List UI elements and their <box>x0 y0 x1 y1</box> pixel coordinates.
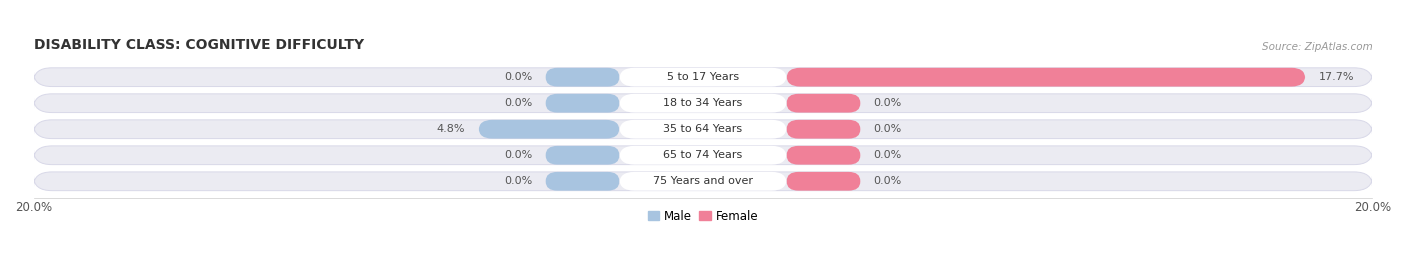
FancyBboxPatch shape <box>787 172 860 191</box>
FancyBboxPatch shape <box>619 68 787 87</box>
FancyBboxPatch shape <box>546 94 619 112</box>
Text: 35 to 64 Years: 35 to 64 Years <box>664 124 742 134</box>
Text: 0.0%: 0.0% <box>503 150 533 160</box>
FancyBboxPatch shape <box>546 172 619 191</box>
Text: Source: ZipAtlas.com: Source: ZipAtlas.com <box>1261 42 1372 52</box>
FancyBboxPatch shape <box>34 172 1372 191</box>
Text: 0.0%: 0.0% <box>873 150 903 160</box>
FancyBboxPatch shape <box>34 94 1372 112</box>
Text: 0.0%: 0.0% <box>503 72 533 82</box>
FancyBboxPatch shape <box>787 94 860 112</box>
Text: 4.8%: 4.8% <box>437 124 465 134</box>
FancyBboxPatch shape <box>787 120 860 139</box>
FancyBboxPatch shape <box>619 120 787 139</box>
FancyBboxPatch shape <box>787 68 1305 87</box>
Text: 75 Years and over: 75 Years and over <box>652 176 754 186</box>
Text: 0.0%: 0.0% <box>873 176 903 186</box>
Text: 5 to 17 Years: 5 to 17 Years <box>666 72 740 82</box>
Text: DISABILITY CLASS: COGNITIVE DIFFICULTY: DISABILITY CLASS: COGNITIVE DIFFICULTY <box>34 38 364 52</box>
Legend: Male, Female: Male, Female <box>648 210 758 223</box>
FancyBboxPatch shape <box>546 68 619 87</box>
FancyBboxPatch shape <box>34 146 1372 165</box>
FancyBboxPatch shape <box>619 94 787 112</box>
Text: 0.0%: 0.0% <box>503 98 533 108</box>
FancyBboxPatch shape <box>34 68 1372 87</box>
Text: 65 to 74 Years: 65 to 74 Years <box>664 150 742 160</box>
FancyBboxPatch shape <box>478 120 619 139</box>
FancyBboxPatch shape <box>619 146 787 165</box>
Text: 18 to 34 Years: 18 to 34 Years <box>664 98 742 108</box>
Text: 17.7%: 17.7% <box>1319 72 1354 82</box>
Text: 0.0%: 0.0% <box>503 176 533 186</box>
FancyBboxPatch shape <box>787 146 860 165</box>
FancyBboxPatch shape <box>546 146 619 165</box>
FancyBboxPatch shape <box>619 172 787 191</box>
Text: 0.0%: 0.0% <box>873 98 903 108</box>
FancyBboxPatch shape <box>34 120 1372 139</box>
Text: 0.0%: 0.0% <box>873 124 903 134</box>
